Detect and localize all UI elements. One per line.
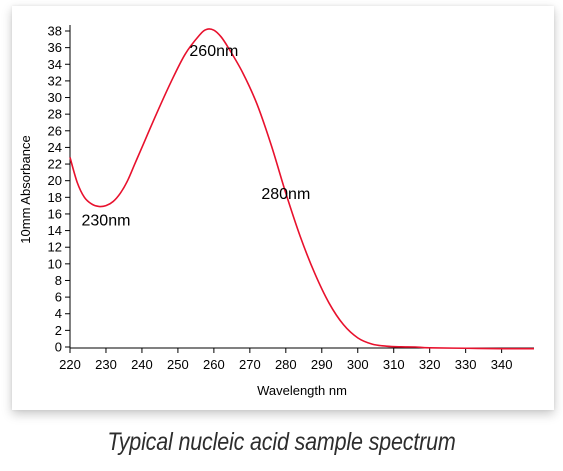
x-tick-label: 220 [59, 357, 81, 372]
y-tick-label: 20 [48, 173, 62, 188]
peak-annotation: 230nm [82, 213, 131, 230]
x-axis-label: Wavelength nm [257, 383, 347, 398]
y-tick-label: 0 [55, 340, 62, 355]
x-tick-label: 340 [491, 357, 513, 372]
peak-annotation: 280nm [261, 186, 310, 203]
y-tick-label: 24 [48, 140, 62, 155]
x-tick-label: 250 [167, 357, 189, 372]
x-tick-label: 320 [419, 357, 441, 372]
peak-annotation: 260nm [189, 43, 238, 60]
x-tick-label: 310 [383, 357, 405, 372]
y-tick-label: 10 [48, 256, 62, 271]
x-tick-label: 280 [275, 357, 297, 372]
chart-card: 0 2 4 6 8 10 12 14 16 18 20 22 24 26 28 30 32 34 36 38 220 23… [12, 6, 554, 410]
x-tick-label: 230 [95, 357, 117, 372]
x-tick-label: 330 [455, 357, 477, 372]
y-tick-label: 14 [48, 223, 62, 238]
y-tick-label: 30 [48, 90, 62, 105]
y-axis-label: 10mm Absorbance [18, 135, 33, 243]
y-tick-label: 16 [48, 206, 62, 221]
y-tick-label: 28 [48, 107, 62, 122]
y-tick-label: 22 [48, 157, 62, 172]
y-tick-label: 8 [55, 273, 62, 288]
y-tick-label: 38 [48, 24, 62, 39]
figure-caption: Typical nucleic acid sample spectrum [107, 428, 456, 456]
x-tick-label: 270 [239, 357, 261, 372]
y-tick-label: 18 [48, 190, 62, 205]
y-tick-label: 32 [48, 73, 62, 88]
x-tick-label: 290 [311, 357, 333, 372]
x-tick-label: 240 [131, 357, 153, 372]
y-tick-label: 34 [48, 57, 62, 72]
y-tick-label: 6 [55, 290, 62, 305]
x-tick-label: 260 [203, 357, 225, 372]
y-tick-label: 26 [48, 123, 62, 138]
absorbance-series-line [69, 28, 535, 350]
y-tick-label: 2 [55, 323, 62, 338]
y-tick-label: 36 [48, 40, 62, 55]
y-tick-label: 4 [55, 306, 62, 321]
y-tick-label: 12 [48, 240, 62, 255]
x-tick-label: 300 [347, 357, 369, 372]
